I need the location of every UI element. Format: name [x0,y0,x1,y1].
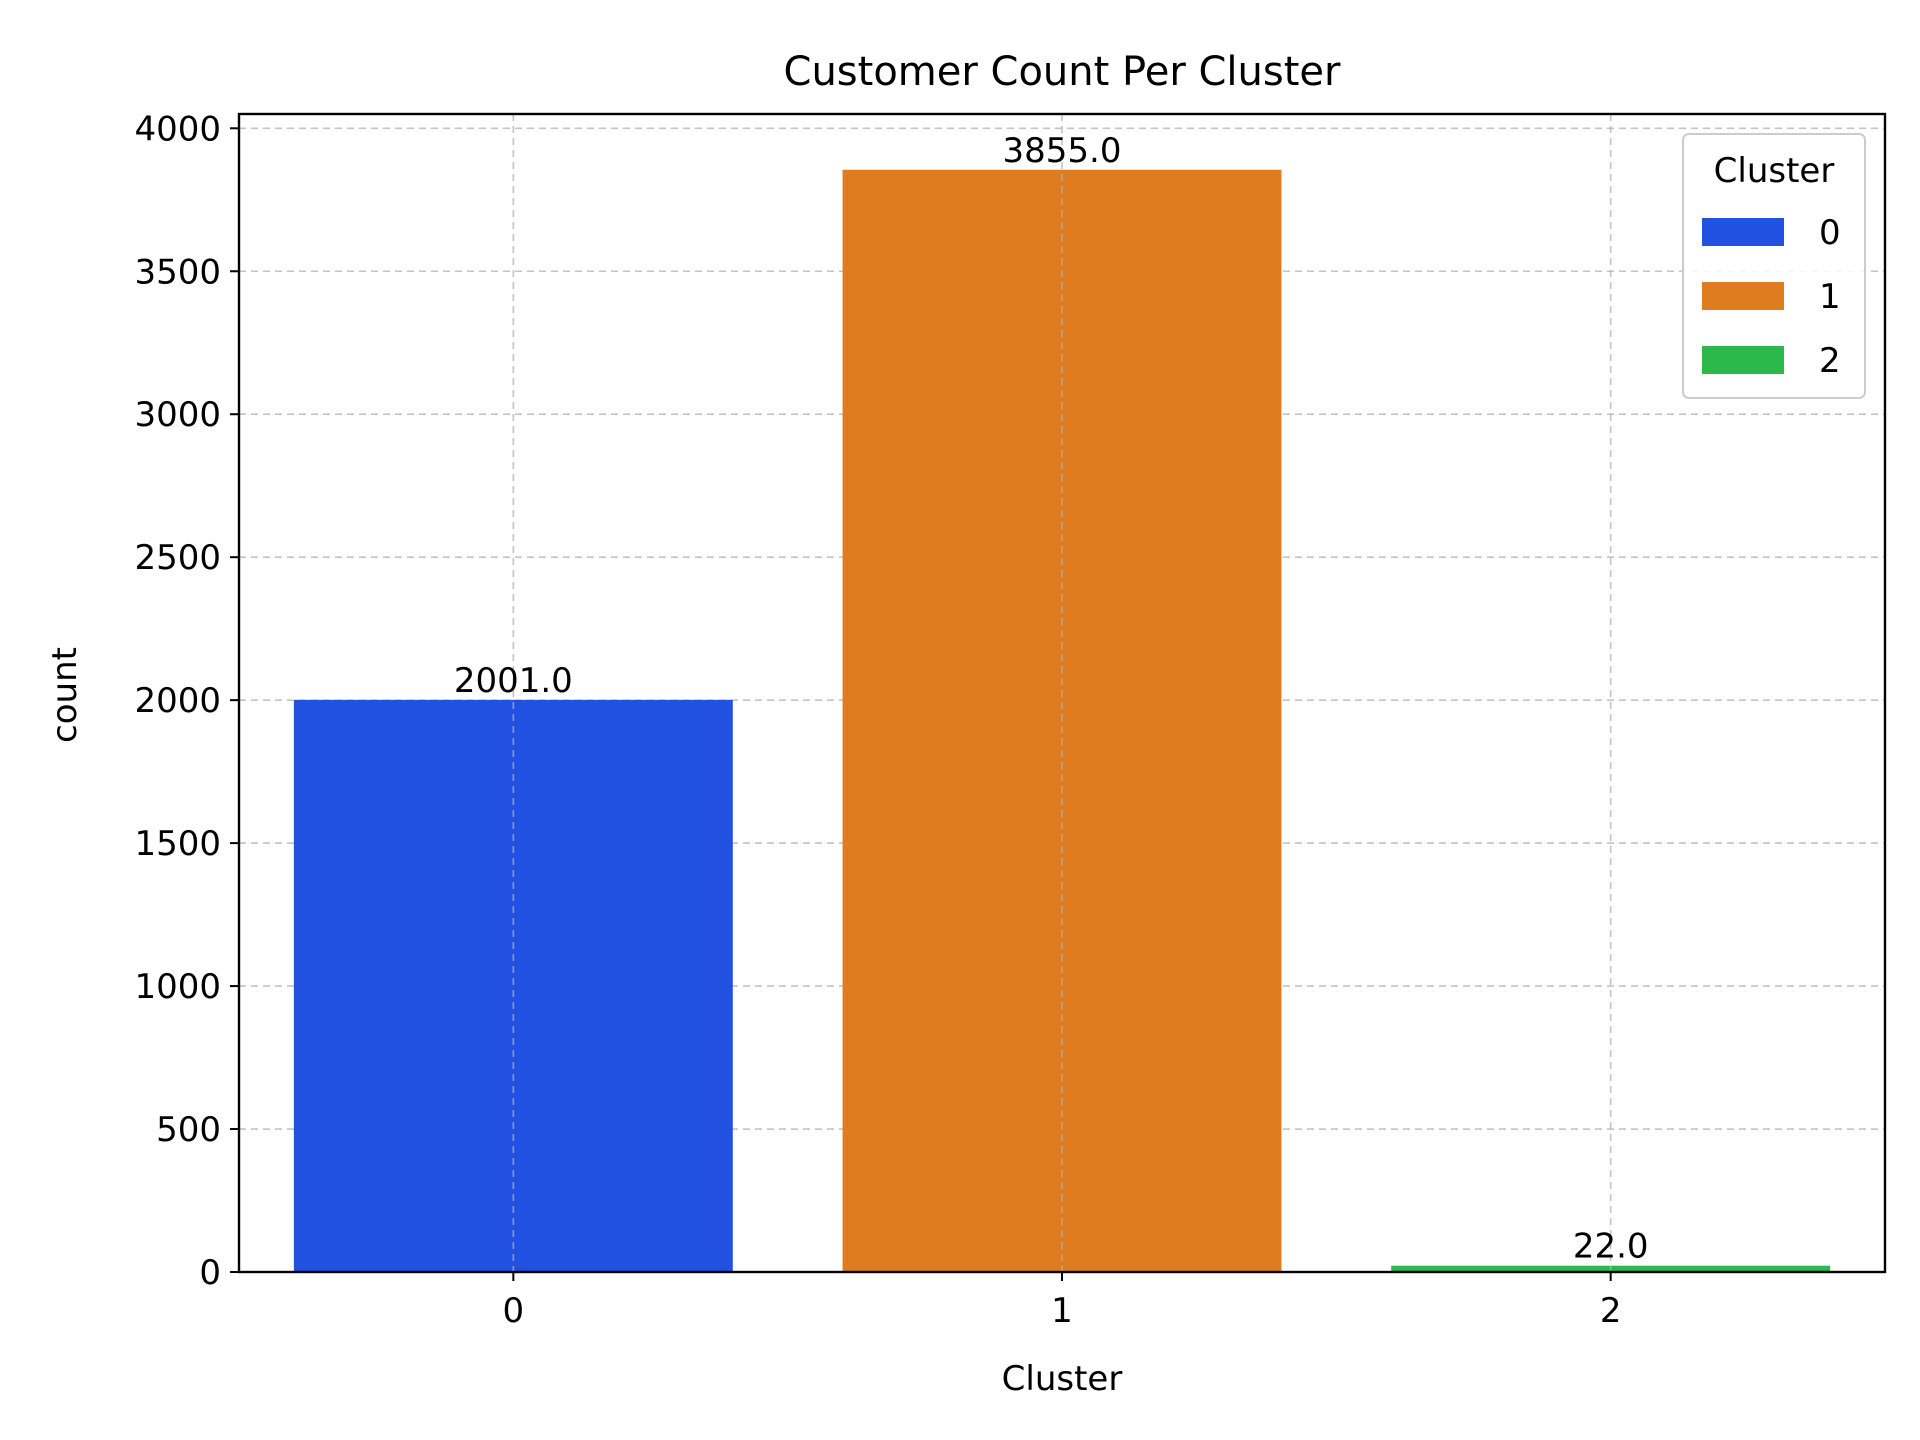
bar-value-label: 22.0 [1573,1227,1649,1267]
legend-swatch-0 [1702,218,1784,246]
legend: Cluster 0 1 2 [1682,133,1866,399]
y-axis: 0 500 1000 1500 2000 2500 3000 3500 4000 [134,109,239,1293]
x-tick-label: 0 [503,1291,525,1331]
legend-entry-label: 1 [1819,277,1841,317]
y-tick-label: 1000 [134,967,221,1007]
bar-value-label: 2001.0 [454,661,573,701]
y-tick-label: 3000 [134,395,221,435]
bar-value-label: 3855.0 [1003,131,1122,171]
x-axis-label: Cluster [1002,1359,1123,1399]
bars-layer [293,169,1831,1272]
x-tick-label: 2 [1600,1291,1622,1331]
chart-title: Customer Count Per Cluster [784,49,1342,95]
vertical-grid-layer [512,114,1612,1272]
legend-swatch-2 [1702,346,1784,374]
x-tick-label: 1 [1051,1291,1073,1331]
y-tick-label: 4000 [134,109,221,149]
legend-box [1682,133,1866,399]
y-tick-label: 1500 [134,824,221,864]
y-tick-label: 500 [156,1110,221,1150]
y-tick-label: 2500 [134,538,221,578]
y-tick-label: 0 [199,1253,221,1293]
data-labels: 2001.0 3855.0 22.0 [454,131,1649,1267]
y-tick-label: 3500 [134,252,221,292]
legend-title: Cluster [1714,151,1835,191]
legend-entry-label: 0 [1819,213,1841,253]
x-axis: 0 1 2 [503,1272,1622,1331]
y-tick-label: 2000 [134,681,221,721]
legend-entry-label: 2 [1819,341,1841,381]
legend-swatch-1 [1702,282,1784,310]
y-axis-label: count [45,647,85,743]
